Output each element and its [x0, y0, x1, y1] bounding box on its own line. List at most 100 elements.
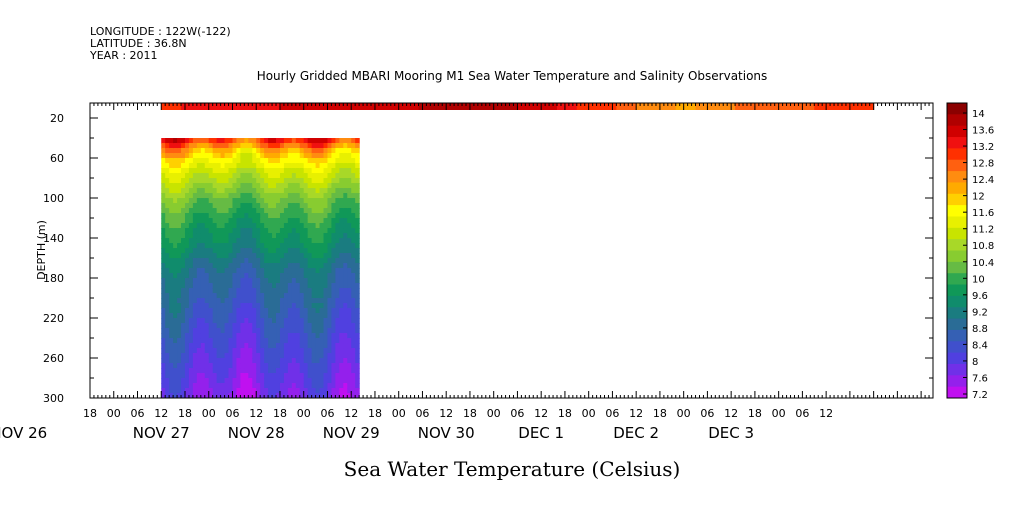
- profile-cell: [279, 153, 285, 159]
- profile-cell: [319, 358, 325, 364]
- profile-cell: [181, 233, 186, 239]
- profile-cell: [335, 268, 340, 274]
- profile-cell: [248, 233, 253, 239]
- profile-cell: [283, 353, 289, 359]
- profile-cell: [327, 153, 333, 159]
- profile-cell: [276, 263, 281, 269]
- profile-cell: [272, 203, 277, 209]
- profile-cell: [244, 388, 249, 394]
- profile-cell: [331, 318, 336, 324]
- profile-cell: [264, 363, 269, 369]
- profile-cell: [192, 393, 198, 398]
- profile-cell: [347, 358, 352, 364]
- profile-cell: [335, 323, 340, 329]
- profile-cell: [303, 153, 309, 159]
- profile-cell: [311, 198, 317, 204]
- profile-cell: [204, 253, 210, 259]
- profile-cell: [204, 143, 210, 149]
- profile-cell: [204, 373, 210, 379]
- profile-cell: [212, 153, 218, 159]
- profile-cell: [240, 338, 245, 344]
- profile-cell: [299, 228, 305, 234]
- profile-cell: [244, 248, 249, 254]
- profile-cell: [181, 328, 186, 334]
- profile-cell: [216, 203, 222, 209]
- profile-cell: [351, 273, 356, 279]
- profile-cell: [339, 263, 344, 269]
- profile-cell: [264, 388, 269, 394]
- profile-cell: [260, 218, 265, 224]
- profile-cell: [287, 338, 293, 344]
- profile-cell: [200, 198, 206, 204]
- profile-cell: [216, 288, 222, 294]
- profile-cell: [260, 208, 265, 214]
- profile-cell: [323, 218, 329, 224]
- profile-cell: [279, 188, 285, 194]
- profile-cell: [260, 323, 265, 329]
- profile-cell: [264, 368, 269, 374]
- profile-cell: [307, 273, 313, 279]
- profile-cell: [248, 173, 253, 179]
- profile-cell: [161, 323, 166, 329]
- profile-cell: [272, 393, 277, 398]
- profile-cell: [323, 278, 329, 284]
- profile-cell: [177, 338, 182, 344]
- profile-cell: [173, 368, 178, 374]
- profile-cell: [165, 228, 170, 234]
- profile-cell: [196, 373, 202, 379]
- profile-cell: [212, 233, 218, 239]
- profile-cell: [177, 313, 182, 319]
- colorbar-swatch: [947, 125, 967, 138]
- colorbar-swatch: [947, 284, 967, 297]
- profile-cell: [315, 283, 321, 289]
- profile-cell: [240, 163, 245, 169]
- profile-cell: [343, 223, 348, 229]
- profile-cell: [315, 208, 321, 214]
- profile-cell: [181, 153, 186, 159]
- profile-cell: [276, 163, 281, 169]
- profile-cell: [264, 163, 269, 169]
- profile-cell: [161, 158, 166, 164]
- profile-cell: [268, 178, 273, 184]
- profile-cell: [264, 293, 269, 299]
- profile-cell: [339, 143, 344, 149]
- profile-cell: [260, 328, 265, 334]
- profile-cell: [236, 263, 241, 269]
- profile-cell: [248, 338, 253, 344]
- profile-cell: [256, 283, 261, 289]
- profile-cell: [212, 368, 218, 374]
- profile-cell: [220, 338, 226, 344]
- profile-cell: [196, 378, 202, 384]
- profile-cell: [252, 213, 257, 219]
- profile-cell: [347, 223, 352, 229]
- profile-cell: [319, 188, 325, 194]
- profile-cell: [212, 138, 218, 144]
- profile-cell: [279, 283, 285, 289]
- profile-cell: [192, 238, 198, 244]
- profile-cell: [260, 348, 265, 354]
- profile-cell: [343, 358, 348, 364]
- profile-cell: [244, 228, 249, 234]
- profile-cell: [252, 353, 257, 359]
- profile-cell: [248, 258, 253, 264]
- profile-cell: [208, 223, 214, 229]
- profile-cell: [291, 268, 297, 274]
- profile-cell: [252, 138, 257, 144]
- profile-cell: [248, 288, 253, 294]
- profile-cell: [264, 343, 269, 349]
- x-date-label: NOV 29: [323, 424, 380, 442]
- x-hour-label: 18: [83, 407, 97, 420]
- profile-cell: [200, 318, 206, 324]
- profile-cell: [252, 258, 257, 264]
- profile-cell: [204, 183, 210, 189]
- profile-cell: [256, 358, 261, 364]
- profile-cell: [161, 173, 166, 179]
- profile-cell: [212, 313, 218, 319]
- profile-cell: [228, 283, 234, 289]
- profile-cell: [272, 228, 277, 234]
- profile-cell: [347, 183, 352, 189]
- profile-cell: [256, 268, 261, 274]
- profile-cell: [319, 258, 325, 264]
- profile-cell: [244, 363, 249, 369]
- profile-cell: [173, 208, 178, 214]
